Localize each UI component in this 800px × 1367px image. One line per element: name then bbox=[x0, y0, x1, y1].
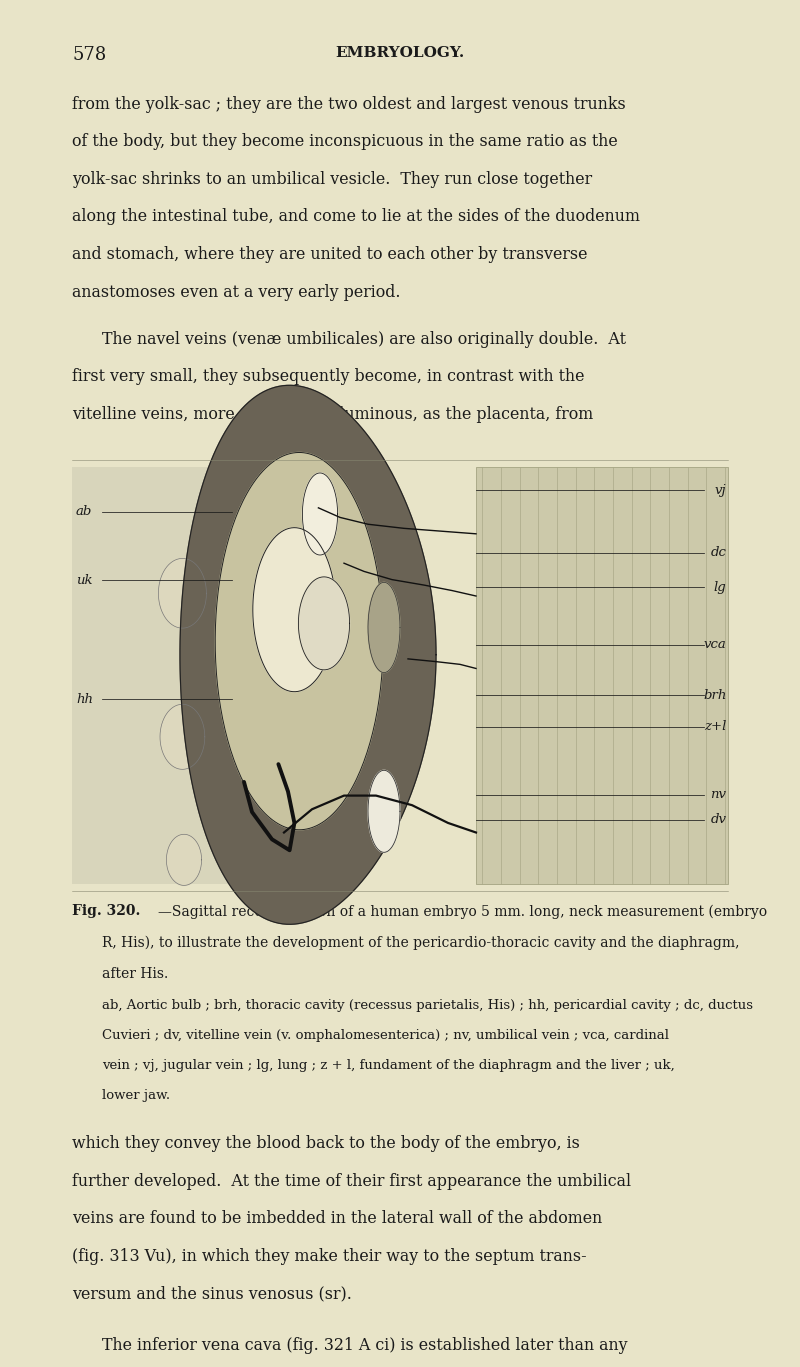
Polygon shape bbox=[158, 559, 206, 627]
Text: lower jaw.: lower jaw. bbox=[102, 1088, 170, 1102]
Polygon shape bbox=[253, 528, 336, 692]
Bar bbox=[476, 466, 728, 883]
Text: nv: nv bbox=[710, 789, 726, 801]
Text: dv: dv bbox=[710, 813, 726, 826]
Text: first very small, they subsequently become, in contrast with the: first very small, they subsequently beco… bbox=[72, 368, 585, 385]
Text: The navel veins (venæ umbilicales) are also originally double.  At: The navel veins (venæ umbilicales) are a… bbox=[102, 331, 626, 347]
Text: —Sagittal reconstruction of a human embryo 5 mm. long, neck measurement (embryo: —Sagittal reconstruction of a human embr… bbox=[158, 904, 767, 919]
Text: which they convey the blood back to the body of the embryo, is: which they convey the blood back to the … bbox=[72, 1135, 580, 1152]
Text: uk: uk bbox=[76, 574, 93, 586]
Text: dc: dc bbox=[710, 547, 726, 559]
Polygon shape bbox=[298, 577, 350, 670]
Text: of the body, but they become inconspicuous in the same ratio as the: of the body, but they become inconspicuo… bbox=[72, 133, 618, 150]
Text: vj: vj bbox=[714, 484, 726, 496]
Text: vca: vca bbox=[704, 638, 726, 651]
Text: EMBRYOLOGY.: EMBRYOLOGY. bbox=[335, 46, 465, 60]
Text: from the yolk-sac ; they are the two oldest and largest venous trunks: from the yolk-sac ; they are the two old… bbox=[72, 96, 626, 112]
Text: versum and the sinus venosus (sr).: versum and the sinus venosus (sr). bbox=[72, 1285, 352, 1303]
Text: after His.: after His. bbox=[102, 966, 169, 982]
Polygon shape bbox=[180, 385, 436, 924]
Polygon shape bbox=[368, 582, 400, 673]
Text: lg: lg bbox=[714, 581, 726, 593]
Text: anastomoses even at a very early period.: anastomoses even at a very early period. bbox=[72, 283, 401, 301]
Bar bbox=[72, 459, 728, 890]
Text: Fig. 320.: Fig. 320. bbox=[72, 904, 140, 919]
Text: veins are found to be imbedded in the lateral wall of the abdomen: veins are found to be imbedded in the la… bbox=[72, 1210, 602, 1228]
Text: (fig. 313 Vu), in which they make their way to the septum trans-: (fig. 313 Vu), in which they make their … bbox=[72, 1248, 586, 1264]
Polygon shape bbox=[166, 834, 202, 886]
Text: The inferior vena cava (fig. 321 A ci) is established later than any: The inferior vena cava (fig. 321 A ci) i… bbox=[102, 1337, 628, 1353]
Text: ab: ab bbox=[76, 506, 92, 518]
Polygon shape bbox=[302, 473, 338, 555]
Text: R, His), to illustrate the development of the pericardio-thoracic cavity and the: R, His), to illustrate the development o… bbox=[102, 935, 740, 950]
Bar bbox=[72, 466, 232, 883]
Text: ab, Aortic bulb ; brh, thoracic cavity (recessus parietalis, His) ; hh, pericard: ab, Aortic bulb ; brh, thoracic cavity (… bbox=[102, 998, 754, 1012]
Text: further developed.  At the time of their first appearance the umbilical: further developed. At the time of their … bbox=[72, 1173, 631, 1189]
Text: along the intestinal tube, and come to lie at the sides of the duodenum: along the intestinal tube, and come to l… bbox=[72, 208, 640, 226]
Text: and stomach, where they are united to each other by transverse: and stomach, where they are united to ea… bbox=[72, 246, 587, 262]
Text: 578: 578 bbox=[72, 46, 106, 64]
Polygon shape bbox=[160, 704, 205, 770]
Polygon shape bbox=[368, 771, 400, 852]
Polygon shape bbox=[215, 452, 383, 830]
Text: vitelline veins, more and more voluminous, as the placenta, from: vitelline veins, more and more voluminou… bbox=[72, 406, 594, 422]
Text: brh: brh bbox=[703, 689, 726, 701]
Text: Cuvieri ; dv, vitelline vein (v. omphalomesenterica) ; nv, umbilical vein ; vca,: Cuvieri ; dv, vitelline vein (v. omphalo… bbox=[102, 1028, 670, 1042]
Text: vein ; vj, jugular vein ; lg, lung ; z + l, fundament of the diaphragm and the l: vein ; vj, jugular vein ; lg, lung ; z +… bbox=[102, 1058, 675, 1072]
Text: yolk-sac shrinks to an umbilical vesicle.  They run close together: yolk-sac shrinks to an umbilical vesicle… bbox=[72, 171, 592, 187]
Text: z+l: z+l bbox=[704, 720, 726, 733]
Text: hh: hh bbox=[76, 693, 93, 705]
